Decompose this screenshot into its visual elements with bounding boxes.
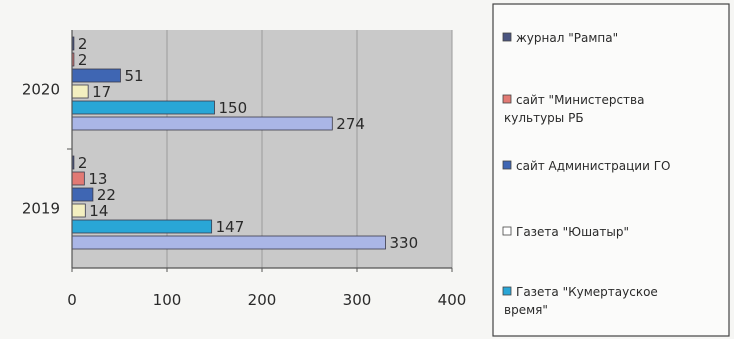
legend-label: Газета "Кумертауское время" [504, 285, 658, 317]
data-label: 2 [78, 51, 88, 69]
bar-2019-4 [71, 219, 213, 234]
data-label: 150 [219, 99, 248, 117]
data-label: 2 [78, 154, 88, 172]
data-label: 17 [92, 83, 111, 101]
legend-label: Газета "Юшатыр" [516, 225, 629, 239]
axes-group: 2019 2020 0 100 200 300 400 [22, 30, 467, 309]
data-label: 22 [97, 186, 116, 204]
bar-2020-4 [71, 100, 215, 115]
data-label: 14 [89, 202, 108, 220]
legend-swatch [502, 94, 512, 104]
x-tick-label: 0 [67, 291, 77, 309]
bar-2019-2 [71, 187, 94, 202]
x-tick-label: 300 [343, 291, 372, 309]
legend-label: сайт Администрации ГО [516, 159, 670, 173]
legend-swatch [502, 160, 512, 170]
data-label: 2 [78, 35, 88, 53]
bar-2019-3 [71, 203, 86, 218]
bar-2019-1 [71, 171, 85, 186]
legend-swatch [502, 32, 512, 42]
data-label: 330 [390, 234, 419, 252]
data-label: 51 [124, 67, 143, 85]
category-label: 2019 [22, 200, 60, 218]
legend-swatch [502, 226, 512, 236]
bar-2020-2 [71, 68, 121, 83]
legend: журнал "Рампа" сайт "Министерства культуры… [492, 3, 730, 337]
bar-2019-5 [71, 235, 386, 250]
legend-swatch [502, 286, 512, 296]
data-label: 13 [88, 170, 107, 188]
data-label: 147 [216, 218, 245, 236]
legend-label: сайт "Министерства культуры РБ [504, 93, 644, 125]
data-label: 274 [336, 115, 365, 133]
x-tick-label: 200 [248, 291, 277, 309]
category-label: 2020 [22, 81, 60, 99]
x-tick-label: 400 [438, 291, 467, 309]
x-tick-label: 100 [153, 291, 182, 309]
legend-label: журнал "Рампа" [516, 31, 618, 45]
bar-2020-5 [71, 116, 333, 131]
legend-box [492, 3, 730, 337]
bar-2020-3 [71, 84, 89, 99]
